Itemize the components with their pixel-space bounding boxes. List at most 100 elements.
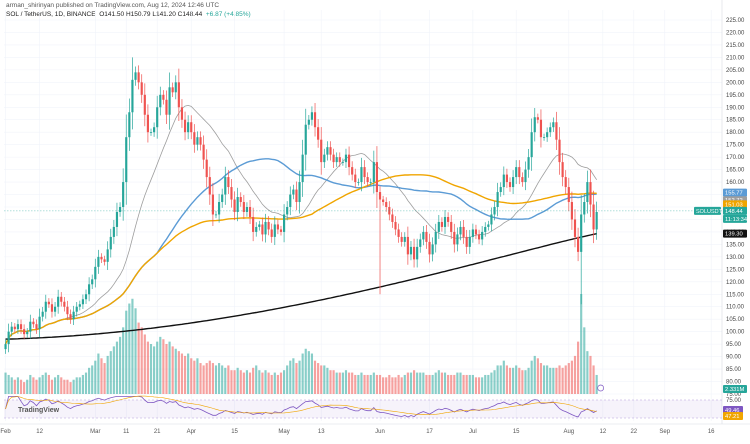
volume-bar: [586, 351, 589, 394]
candle: [106, 249, 109, 262]
candle: [140, 82, 143, 95]
volume-bar: [422, 372, 425, 394]
candle: [211, 194, 214, 215]
candle: [252, 216, 255, 232]
volume-bar: [549, 367, 552, 394]
volume-bar: [233, 370, 236, 394]
candle: [530, 132, 533, 158]
candle: [180, 107, 184, 120]
candle: [366, 177, 369, 183]
volume-bar: [134, 308, 137, 394]
volume-bar: [252, 367, 255, 394]
volume-bar: [125, 310, 128, 394]
candle: [468, 236, 471, 247]
candle: [227, 177, 230, 188]
candle: [10, 326, 13, 332]
volume-bar: [109, 351, 112, 394]
volume-bar: [416, 372, 419, 394]
volume-bar: [382, 377, 385, 394]
candle: [4, 344, 7, 350]
volume-bar: [230, 370, 233, 394]
volume-bar: [190, 358, 193, 394]
volume-bar: [174, 348, 177, 394]
volume-bar: [13, 379, 16, 394]
date-tick-label: 17: [426, 429, 433, 435]
volume-bar: [221, 365, 224, 394]
candle: [245, 207, 249, 212]
candle: [447, 216, 450, 222]
volume-bar: [385, 377, 388, 394]
ma-line-ma20: [5, 104, 598, 345]
volume-bar: [100, 358, 103, 394]
rsi-line: [5, 396, 597, 418]
volume-bar: [301, 353, 304, 394]
candle: [546, 132, 549, 138]
volume-bar: [286, 365, 289, 394]
candle: [109, 236, 112, 250]
volume-bar: [505, 365, 508, 394]
date-tick-label: May: [278, 429, 289, 435]
volume-bar: [378, 374, 382, 394]
candle: [115, 211, 119, 227]
candle: [397, 229, 400, 237]
volume-bar: [592, 365, 595, 394]
candle: [97, 256, 100, 267]
candle: [267, 221, 270, 230]
volume-bar: [50, 379, 54, 394]
volume-bar: [394, 377, 397, 394]
volume-bar: [248, 372, 252, 394]
volume-bar: [570, 360, 573, 394]
candle: [347, 154, 351, 168]
date-tick-label: Aug: [563, 429, 574, 435]
candle: [146, 114, 149, 133]
price-tick-label: 170.00: [726, 155, 745, 161]
volume-bar: [524, 370, 527, 394]
volume-bar: [323, 365, 326, 394]
volume-bar: [397, 374, 400, 394]
price-tick-label: 195.00: [726, 93, 745, 99]
candle: [437, 221, 440, 232]
volume-bar: [347, 372, 351, 394]
rsi-tick-label: 75.00: [726, 398, 742, 404]
candle: [233, 199, 236, 212]
volume-bar: [332, 370, 335, 394]
candle: [391, 214, 394, 222]
price-tick-label: 200.00: [726, 80, 745, 86]
rsi-badge: [723, 412, 743, 420]
candle: [162, 94, 165, 100]
volume-bar: [69, 382, 72, 394]
candle: [375, 162, 379, 193]
volume-bar: [481, 377, 484, 394]
candle: [26, 331, 29, 335]
candle: [493, 207, 496, 215]
volume-bar: [276, 374, 279, 394]
volume-bar: [38, 377, 41, 394]
rsi-badge-label: 49.46: [725, 408, 740, 414]
volume-bar: [245, 370, 249, 394]
candle: [317, 127, 320, 140]
candle: [459, 226, 462, 235]
candle: [112, 226, 115, 237]
volume-bar: [205, 363, 208, 394]
price-tick-label: 205.00: [726, 68, 745, 74]
candle: [518, 167, 521, 178]
volume-bar: [196, 358, 199, 394]
candle: [440, 221, 444, 227]
volume-bar: [499, 365, 502, 394]
volume-bar: [425, 374, 428, 394]
volume-bar: [236, 367, 239, 394]
time-axis[interactable]: Feb 12 Mar 11 21 Apr 15 May 13 Jun 17 Jul 15 Aug 12 22 S…: [0, 429, 715, 435]
volume-bar: [199, 363, 202, 394]
volume-bar: [317, 363, 320, 394]
candle: [208, 177, 211, 195]
volume-bar: [97, 353, 100, 394]
candle: [221, 194, 224, 203]
candle: [84, 294, 88, 300]
candle: [264, 221, 267, 235]
volume-bar: [496, 365, 499, 394]
volume-bar: [512, 367, 515, 394]
price-badge: [723, 214, 747, 223]
volume-bar: [94, 360, 97, 394]
volume-bar: [159, 336, 162, 394]
